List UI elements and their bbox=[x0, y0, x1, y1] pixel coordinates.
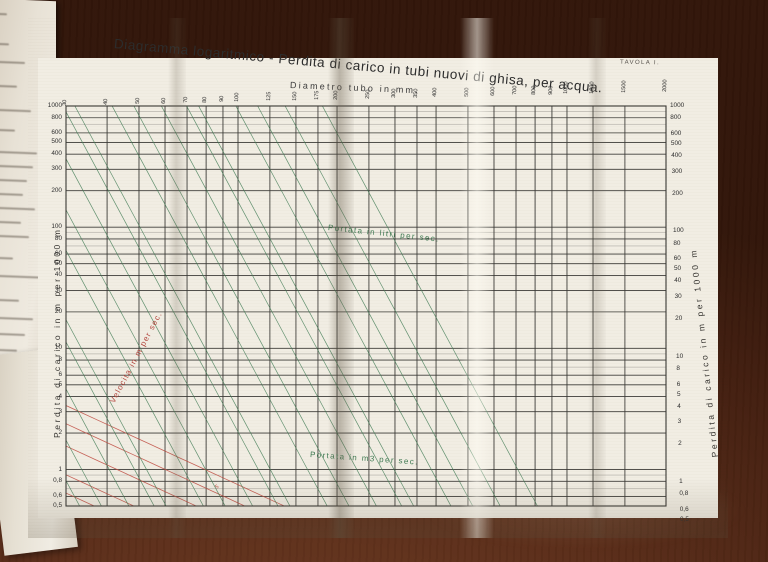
diameter-tick-label: 2000 bbox=[662, 79, 669, 92]
diameter-tick-label: 500 bbox=[463, 87, 471, 97]
book-text-line bbox=[0, 108, 31, 113]
book-text-line bbox=[0, 298, 19, 302]
diameter-tick-label: 90 bbox=[218, 95, 226, 103]
y-tick-label-left: 50 bbox=[54, 259, 62, 267]
y-tick-label-left: 8 bbox=[58, 356, 62, 364]
book-text-line bbox=[0, 332, 25, 336]
y-tick-label-right: 8 bbox=[676, 364, 680, 372]
y-tick-label-right: 40 bbox=[674, 277, 682, 285]
diameter-tick-label: 40 bbox=[103, 98, 110, 106]
y-tick-label-right: 3 bbox=[677, 418, 682, 426]
diameter-tick-label: 150 bbox=[291, 91, 299, 101]
diameter-tick-label: 200 bbox=[333, 90, 340, 100]
y-tick-label-left: 500 bbox=[51, 138, 62, 146]
y-tick-label-right: 200 bbox=[672, 189, 683, 197]
y-tick-label-right: 5 bbox=[676, 390, 681, 398]
velocity-lines bbox=[66, 405, 286, 506]
y-tick-label-right: 4 bbox=[677, 402, 681, 410]
book-text-line bbox=[0, 192, 23, 196]
y-tick-label-right: 20 bbox=[675, 315, 683, 323]
y-tick-label-left: 0,6 bbox=[53, 492, 62, 500]
y-tick-label-left: 4 bbox=[58, 392, 62, 400]
y-tick-label-right: 60 bbox=[673, 255, 681, 263]
y-tick-label-right: 800 bbox=[670, 114, 681, 122]
y-tick-label-left: 5 bbox=[58, 380, 62, 388]
y-tick-label-left: 20 bbox=[54, 307, 62, 315]
y-tick-label-left: 1000 bbox=[47, 102, 62, 109]
y-tick-label-left: 3 bbox=[58, 407, 62, 415]
y-tick-label-right: 80 bbox=[673, 239, 681, 247]
y-tick-label-left: 6 bbox=[58, 371, 62, 379]
y-tick-label-left: 30 bbox=[54, 286, 62, 294]
diameter-tick-label: 1000 bbox=[562, 81, 570, 95]
velocity-value-label: 5 bbox=[214, 484, 221, 491]
diameter-tick-label: 350 bbox=[412, 88, 420, 98]
book-text-line bbox=[0, 60, 25, 64]
diameter-tick-label: 1500 bbox=[620, 80, 628, 93]
diameter-tick-label: 50 bbox=[134, 97, 142, 105]
y-tick-label-left: 300 bbox=[51, 165, 62, 173]
diameter-tick-label: 400 bbox=[432, 87, 439, 98]
diameter-tick-label: 700 bbox=[512, 85, 519, 96]
y-tick-label-right: 1 bbox=[679, 478, 683, 486]
book-text-line bbox=[0, 84, 17, 88]
diameter-tick-label: 60 bbox=[161, 97, 168, 104]
book-text-line bbox=[0, 128, 15, 132]
diameter-tick-label: 900 bbox=[547, 85, 555, 95]
y-tick-label-right: 6 bbox=[676, 380, 681, 388]
book-text-line bbox=[0, 234, 29, 239]
y-tick-label-right: 1000 bbox=[670, 102, 685, 109]
diameter-tick-label: 30 bbox=[62, 99, 69, 106]
folded-chart-plate: Diagramma logaritmico - Perdita di caric… bbox=[28, 18, 728, 538]
book-text-line bbox=[0, 220, 21, 224]
y-tick-label-left: 200 bbox=[51, 186, 62, 194]
y-tick-label-right: 10 bbox=[676, 352, 684, 360]
y-tick-label-left: 0,8 bbox=[53, 477, 62, 485]
diameter-tick-label: 125 bbox=[265, 91, 273, 102]
y-tick-label-right: 0,5 bbox=[680, 516, 689, 523]
book-text-line bbox=[0, 42, 9, 46]
diameter-tick-label: 300 bbox=[390, 88, 398, 99]
y-tick-label-left: 100 bbox=[51, 223, 62, 231]
chart-frame bbox=[65, 105, 667, 507]
y-tick-label-left: 600 bbox=[51, 128, 62, 136]
diameter-tick-label: 800 bbox=[531, 85, 538, 96]
book-text-line bbox=[0, 256, 13, 260]
diameter-tick-label: 1200 bbox=[589, 81, 596, 94]
y-tick-label-right: 600 bbox=[670, 129, 682, 137]
book-text-line bbox=[0, 348, 17, 352]
y-tick-label-left: 1 bbox=[58, 465, 62, 473]
y-tick-label-right: 300 bbox=[671, 167, 683, 175]
y-tick-label-left: 2 bbox=[58, 429, 62, 437]
y-tick-label-left: 10 bbox=[54, 344, 62, 352]
diameter-tick-label: 600 bbox=[489, 86, 497, 96]
y-tick-label-right: 500 bbox=[670, 139, 682, 147]
y-tick-label-left: 400 bbox=[51, 150, 62, 158]
diameter-tick-label: 70 bbox=[183, 96, 190, 104]
y-tick-label-left: 40 bbox=[54, 271, 62, 279]
y-tick-label-right: 2 bbox=[678, 440, 682, 448]
book-text-line bbox=[0, 178, 27, 183]
chart-labels-layer: 1000 800 600 500 400 300 200 100 80 60 50 40 30 20 10 8… bbox=[28, 18, 728, 538]
y-tick-label-right: 0,6 bbox=[679, 506, 689, 514]
y-tick-label-right: 400 bbox=[671, 151, 682, 159]
y-tick-label-right: 100 bbox=[673, 227, 684, 235]
book-text-line bbox=[0, 12, 7, 16]
diameter-tick-label: 250 bbox=[364, 89, 372, 99]
y-tick-label-left: 800 bbox=[51, 113, 62, 121]
diameter-tick-label: 80 bbox=[202, 96, 209, 103]
y-tick-label-right: 30 bbox=[674, 292, 682, 300]
diameter-tick-label: 175 bbox=[313, 90, 321, 101]
y-tick-label-right: 0,8 bbox=[679, 490, 689, 498]
y-tick-label-left: 80 bbox=[54, 234, 62, 242]
y-tick-label-left: 60 bbox=[54, 250, 62, 258]
y-tick-label-left: 0,5 bbox=[53, 502, 62, 509]
diameter-tick-label: 100 bbox=[234, 92, 241, 102]
y-tick-label-right: 50 bbox=[673, 265, 682, 273]
